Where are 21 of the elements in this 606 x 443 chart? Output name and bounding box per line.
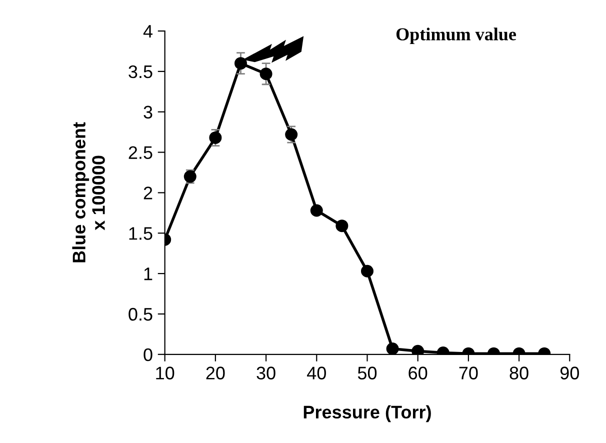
- y-tick-label: 0: [144, 348, 152, 362]
- y-tick-label: 3: [144, 106, 152, 119]
- y-tick-label: 3.5: [128, 65, 152, 78]
- x-tick-label: 70: [459, 366, 478, 380]
- y-tick-label: 2: [144, 186, 152, 200]
- x-tick-label: 20: [206, 366, 225, 380]
- x-tick-label: 50: [358, 366, 377, 380]
- x-tick-label: 40: [307, 366, 326, 380]
- x-tick-label: 60: [408, 366, 428, 380]
- y-axis-title: Blue component x 100000: [72, 122, 105, 262]
- x-tick-label: 80: [510, 366, 528, 380]
- x-tick-label: 10: [156, 366, 174, 380]
- x-tick-label: 90: [560, 366, 579, 380]
- x-axis-title: Pressure (Torr): [304, 405, 431, 422]
- y-tick-label: 1: [144, 268, 152, 280]
- annotation: Optimum value: [396, 28, 516, 44]
- y-tick-label: 2.5: [128, 146, 152, 159]
- x-tick-label: 30: [256, 366, 276, 380]
- y-tick-label: 0.5: [128, 308, 152, 321]
- y-tick-label: 1.5: [129, 227, 152, 240]
- y-tick-label: 4: [143, 25, 152, 38]
